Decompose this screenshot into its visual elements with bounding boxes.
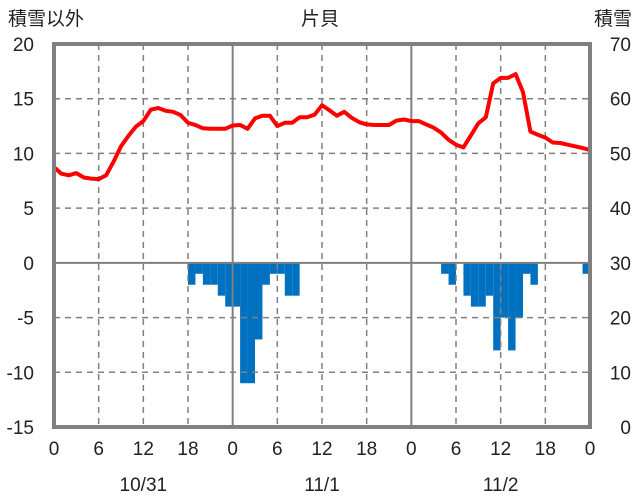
- bar: [210, 262, 218, 285]
- x-tick-label: 0: [49, 439, 60, 460]
- bar: [485, 262, 494, 296]
- chart-title: 片貝: [301, 8, 339, 30]
- bar: [232, 262, 241, 307]
- x-tick-label: 0: [227, 439, 238, 460]
- bar: [225, 262, 233, 307]
- x-tick-label: 0: [585, 439, 596, 460]
- x-tick-label: 12: [311, 439, 332, 460]
- date-label: 11/1: [304, 475, 340, 496]
- gridlines: [54, 44, 590, 427]
- bar: [247, 262, 255, 384]
- bar: [217, 262, 226, 296]
- bar: [523, 262, 531, 274]
- right-tick-label: 70: [610, 35, 631, 56]
- bar: [262, 262, 270, 285]
- right-tick-labels: 70 60 50 40 30 20 10 0: [610, 35, 631, 439]
- bar: [284, 262, 293, 296]
- bar: [269, 262, 278, 274]
- bar: [493, 262, 501, 351]
- snow-depth-line: [52, 72, 592, 182]
- bar: [188, 262, 196, 285]
- right-tick-label: 10: [610, 363, 631, 384]
- x-tick-label: 0: [406, 439, 417, 460]
- x-tick-label: 12: [133, 439, 154, 460]
- right-tick-label: 30: [610, 254, 631, 275]
- left-tick-label: -5: [17, 309, 34, 330]
- date-labels: 10/31 11/1 11/2: [120, 475, 519, 496]
- bar-series: [188, 262, 590, 384]
- bar: [582, 262, 590, 274]
- plot-frame: [52, 42, 592, 429]
- date-label: 11/2: [483, 475, 519, 496]
- bar: [508, 262, 516, 351]
- left-tick-label: 5: [23, 199, 34, 220]
- bar: [500, 262, 509, 318]
- left-tick-label: 15: [13, 90, 34, 111]
- left-tick-label: -15: [7, 418, 34, 439]
- bar: [441, 262, 449, 274]
- right-axis-label: 積雪: [594, 8, 632, 30]
- left-tick-label: -10: [7, 363, 34, 384]
- right-tick-label: 60: [610, 90, 631, 111]
- bar: [515, 262, 523, 318]
- bar: [292, 262, 300, 296]
- bar: [448, 262, 456, 285]
- x-tick-label: 6: [93, 439, 104, 460]
- left-tick-labels: 20 15 10 5 0 -5 -10 -15: [7, 35, 34, 439]
- x-tick-label: 18: [177, 439, 198, 460]
- right-tick-label: 50: [610, 144, 631, 165]
- bar: [530, 262, 538, 285]
- bar: [255, 262, 263, 340]
- bar: [470, 262, 479, 307]
- left-tick-label: 0: [23, 254, 34, 275]
- bar: [478, 262, 486, 307]
- x-tick-label: 6: [451, 439, 462, 460]
- left-tick-label: 20: [13, 35, 34, 56]
- bar: [202, 262, 211, 285]
- date-label: 10/31: [120, 475, 168, 496]
- x-tick-label: 18: [356, 439, 377, 460]
- right-tick-label: 40: [610, 199, 631, 220]
- bar: [463, 262, 471, 296]
- right-tick-label: 20: [610, 309, 631, 330]
- left-tick-label: 10: [13, 144, 34, 165]
- right-tick-label: 0: [620, 418, 631, 439]
- x-tick-label: 18: [535, 439, 556, 460]
- bar: [277, 262, 285, 274]
- x-tick-labels: 0 6 12 18 0 6 12 18 0 6 12 18 0: [49, 439, 596, 460]
- x-tick-label: 6: [272, 439, 283, 460]
- left-axis-label: 積雪以外: [8, 8, 84, 30]
- bar: [240, 262, 248, 384]
- x-tick-label: 12: [490, 439, 511, 460]
- bar: [195, 262, 203, 274]
